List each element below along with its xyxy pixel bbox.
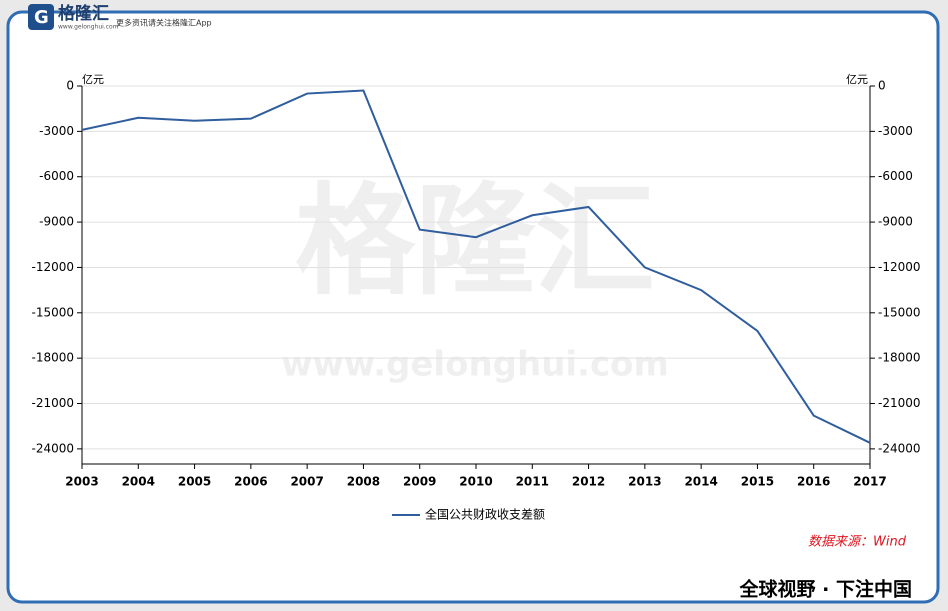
logo-letter: G: [34, 7, 49, 28]
x-tick-label: 2014: [684, 475, 717, 489]
x-tick-label: 2007: [290, 475, 323, 489]
y2-tick-label: -21000: [878, 396, 921, 410]
logo-name: 格隆汇: [58, 3, 109, 24]
y-unit: 亿元: [82, 73, 104, 86]
x-tick-label: 2004: [122, 475, 155, 489]
y-tick-label: -3000: [39, 124, 74, 138]
y-tick-label: -12000: [31, 260, 74, 274]
y-tick-label: 0: [66, 79, 74, 93]
y-tick-label: -18000: [31, 351, 74, 365]
x-tick-label: 2003: [65, 475, 98, 489]
x-tick-label: 2013: [628, 475, 661, 489]
y-tick-label: -24000: [31, 441, 74, 455]
frame: [6, 10, 940, 604]
data-line: [81, 89, 871, 444]
x-tick-label: 2012: [572, 475, 605, 489]
footer: 全球视野 · 下注中国: [739, 578, 912, 601]
x-tick-label: 2017: [853, 475, 886, 489]
x-tick-label: 2015: [741, 475, 774, 489]
y2-unit: 亿元: [846, 73, 868, 86]
y-tick-label: -9000: [39, 215, 74, 229]
watermark-site: www.gelonghui.com: [281, 345, 669, 385]
logo-icon: [28, 4, 54, 30]
y2-tick-label: 0: [878, 79, 886, 93]
y-tick-label: -21000: [31, 396, 74, 410]
y2-tick-label: -18000: [878, 351, 921, 365]
x-tick-label: 2016: [797, 475, 830, 489]
y2-tick-label: -9000: [878, 215, 913, 229]
y2-tick-label: -24000: [878, 441, 921, 455]
x-tick-label: 2011: [516, 475, 549, 489]
x-tick-label: 2009: [403, 475, 436, 489]
y-tick-label: -6000: [39, 169, 74, 183]
y2-tick-label: -6000: [878, 169, 913, 183]
source: 数据来源：Wind: [808, 535, 907, 550]
y2-tick-label: -15000: [878, 305, 921, 319]
slogan: 更多资讯请关注格隆汇App: [116, 18, 212, 28]
y-tick-label: -15000: [31, 305, 74, 319]
x-tick-label: 2005: [178, 475, 211, 489]
y2-tick-label: -3000: [878, 124, 913, 138]
legend-label: 全国公共财政收支差额: [425, 507, 545, 522]
x-tick-label: 2008: [347, 475, 380, 489]
x-tick-label: 2010: [459, 475, 492, 489]
y2-tick-label: -12000: [878, 260, 921, 274]
logo-site: www.gelonghui.com: [58, 24, 119, 31]
watermark: 格隆汇: [295, 173, 655, 312]
x-tick-label: 2006: [234, 475, 267, 489]
